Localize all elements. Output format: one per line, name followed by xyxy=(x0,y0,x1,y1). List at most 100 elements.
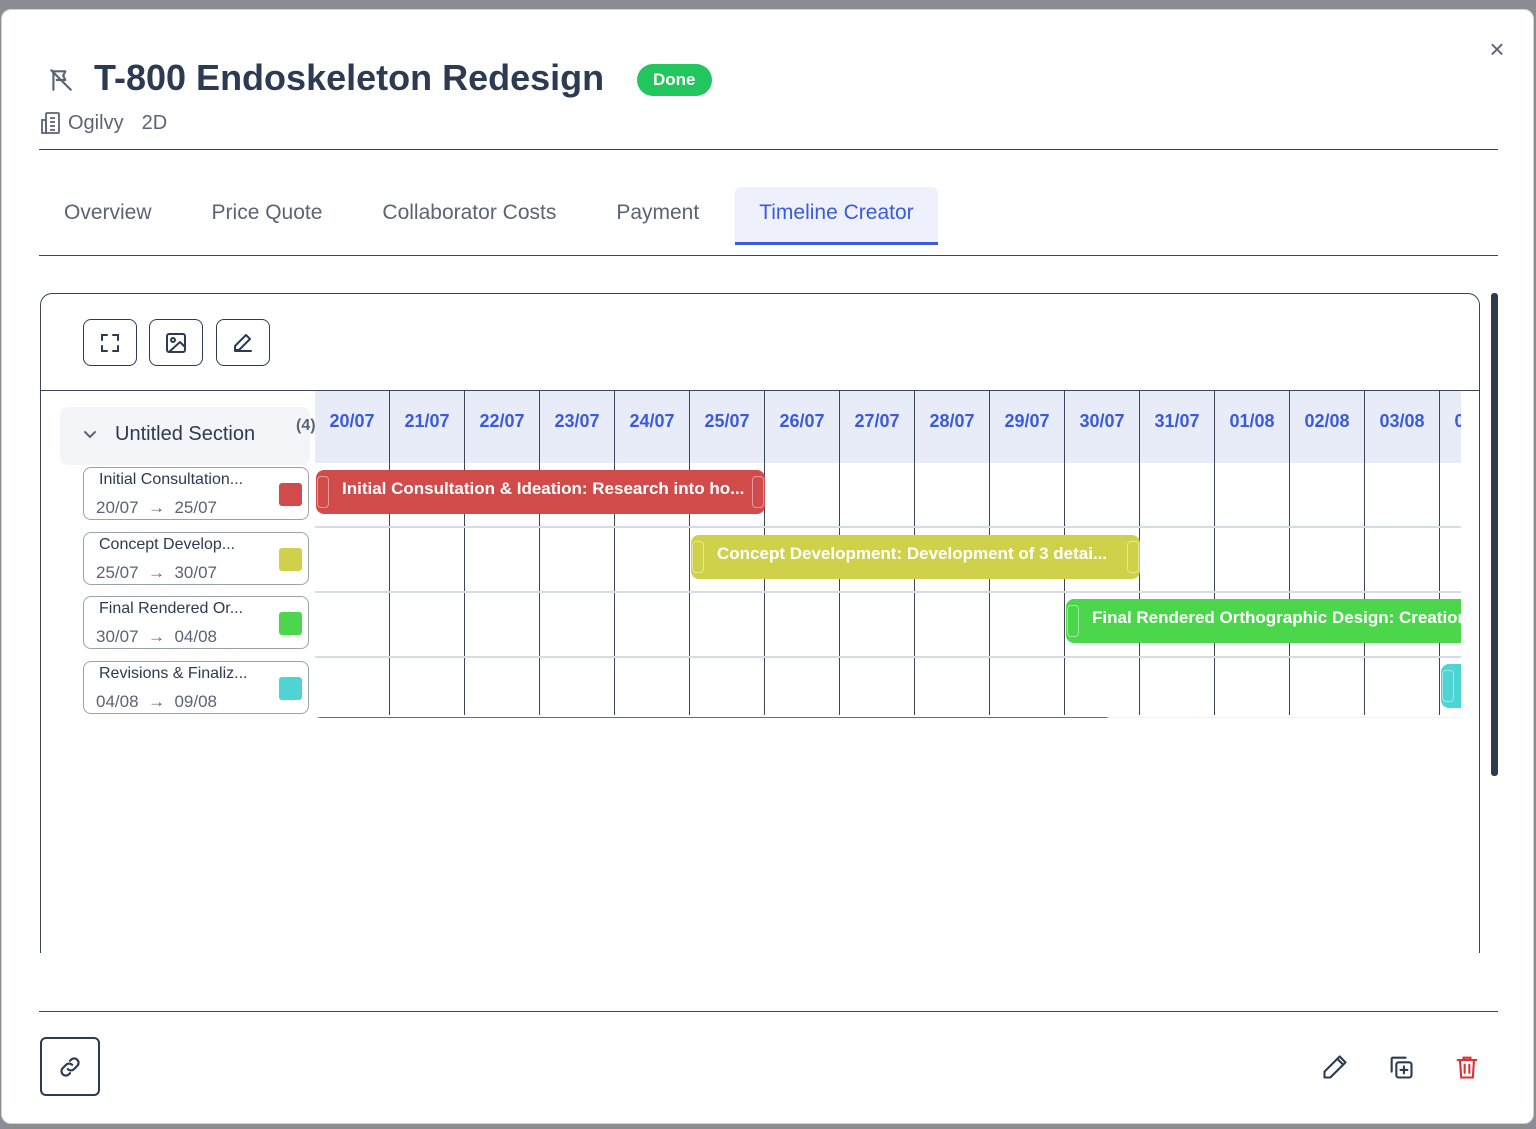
copy-link-button[interactable] xyxy=(40,1037,100,1096)
date-header-cell: 27/07 xyxy=(840,391,915,463)
duplicate-icon[interactable] xyxy=(1387,1053,1415,1081)
timeline-bar[interactable]: Concept Development: Development of 3 de… xyxy=(691,534,1140,579)
building-icon xyxy=(41,112,60,134)
task-color-swatch[interactable] xyxy=(279,483,302,506)
bar-resize-handle-left[interactable] xyxy=(692,540,704,573)
date-header-cell: 25/07 xyxy=(690,391,765,463)
date-header-cell: 03/08 xyxy=(1365,391,1440,463)
task-end-date: 25/07 xyxy=(174,498,217,517)
grid-column-line xyxy=(764,463,765,715)
timeline-bar[interactable] xyxy=(1441,663,1461,708)
arrow-icon: → xyxy=(148,562,165,582)
vertical-scrollbar[interactable] xyxy=(1491,293,1498,776)
close-button[interactable]: × xyxy=(1489,34,1505,64)
bar-resize-handle-right[interactable] xyxy=(1127,540,1139,573)
grid-column-line xyxy=(1214,463,1215,715)
grid-column-line xyxy=(1439,463,1440,715)
grid-column-line xyxy=(614,463,615,715)
task-dates: 30/07 → 04/08 xyxy=(96,627,217,647)
horizontal-scrollbar-thumb[interactable] xyxy=(315,717,1111,718)
divider xyxy=(39,255,1498,256)
arrow-icon: → xyxy=(148,498,165,517)
grid-column-line xyxy=(839,463,840,715)
section-count: (4) xyxy=(296,417,316,434)
grid-column-line xyxy=(989,463,990,715)
edit-icon[interactable] xyxy=(1321,1053,1349,1081)
date-header-cell: 01/08 xyxy=(1215,391,1290,463)
flag-off-icon[interactable] xyxy=(48,67,74,93)
arrow-icon: → xyxy=(148,627,165,646)
date-header-cell: 04/08 xyxy=(1440,391,1461,463)
grid-column-line xyxy=(1139,463,1140,715)
bar-resize-handle-left[interactable] xyxy=(1067,605,1079,637)
date-header-cell: 30/07 xyxy=(1065,391,1140,463)
date-header-cell: 22/07 xyxy=(465,391,540,463)
date-header-cell: 21/07 xyxy=(390,391,465,463)
chevron-down-icon[interactable] xyxy=(82,427,98,443)
tab-overview[interactable]: Overview xyxy=(64,201,152,224)
grid-column-line xyxy=(464,463,465,715)
task-name: Final Rendered Or... xyxy=(99,600,244,617)
edit-timeline-button[interactable] xyxy=(216,319,270,366)
bar-resize-handle-right[interactable] xyxy=(752,476,764,508)
delete-icon[interactable] xyxy=(1453,1053,1481,1081)
task-color-swatch[interactable] xyxy=(279,612,302,635)
task-card[interactable]: Final Rendered Or... 30/07 → 04/08 xyxy=(83,596,309,649)
fullscreen-button[interactable] xyxy=(83,319,137,366)
task-dates: 25/07 → 30/07 xyxy=(96,563,217,583)
task-end-date: 04/08 xyxy=(174,627,217,646)
grid-column-line xyxy=(914,463,915,715)
task-dates: 20/07 → 25/07 xyxy=(96,498,217,518)
date-header-cell: 23/07 xyxy=(540,391,615,463)
gantt-chart: 20/07 21/07 22/07 23/07 24/07 25/07 26/07 27/07… xyxy=(315,391,1461,718)
task-start-date: 25/07 xyxy=(96,562,139,582)
project-modal: × T-800 Endoskeleton Redesign Done Ogilv… xyxy=(1,9,1534,1124)
divider xyxy=(39,149,1498,150)
task-card[interactable]: Revisions & Finaliz... 04/08 → 09/08 xyxy=(83,660,309,714)
grid-column-line xyxy=(389,463,390,715)
grid-column-line xyxy=(689,463,690,715)
task-start-date: 20/07 xyxy=(96,498,139,517)
bar-resize-handle-left[interactable] xyxy=(317,476,329,508)
tab-timeline-creator[interactable]: Timeline Creator xyxy=(735,187,938,245)
row-divider xyxy=(315,526,1461,528)
task-color-swatch[interactable] xyxy=(279,676,302,700)
task-color-swatch[interactable] xyxy=(279,547,302,571)
divider xyxy=(39,1011,1498,1012)
grid-column-line xyxy=(1364,463,1365,715)
section-name: Untitled Section xyxy=(115,423,256,445)
status-badge: Done xyxy=(637,64,712,96)
date-header-cell: 26/07 xyxy=(765,391,840,463)
date-header-cell: 31/07 xyxy=(1140,391,1215,463)
fullscreen-icon xyxy=(101,333,119,352)
timeline-panel: Untitled Section (4) Initial Consultatio… xyxy=(40,293,1480,953)
date-header-cell: 24/07 xyxy=(615,391,690,463)
date-header-cell: 29/07 xyxy=(990,391,1065,463)
task-start-date: 04/08 xyxy=(96,691,139,711)
client-info: Ogilvy 2D xyxy=(40,109,167,137)
pencil-icon xyxy=(234,333,252,352)
row-divider xyxy=(315,591,1461,593)
task-card[interactable]: Initial Consultation... 20/07 → 25/07 xyxy=(83,467,309,520)
task-name: Concept Develop... xyxy=(99,535,236,553)
timeline-bar-label: Final Rendered Orthographic Design: Crea… xyxy=(1092,608,1461,627)
grid-column-line xyxy=(539,463,540,715)
timeline-bar[interactable]: Final Rendered Orthographic Design: Crea… xyxy=(1066,599,1461,643)
page-title: T-800 Endoskeleton Redesign xyxy=(94,57,605,98)
tab-collaborator-costs[interactable]: Collaborator Costs xyxy=(382,201,557,224)
bar-resize-handle-left[interactable] xyxy=(1442,669,1454,702)
task-card[interactable]: Concept Develop... 25/07 → 30/07 xyxy=(83,531,309,585)
timeline-bar-label: Initial Consultation & Ideation: Researc… xyxy=(342,479,745,498)
timeline-bar[interactable]: Initial Consultation & Ideation: Researc… xyxy=(316,470,765,514)
arrow-icon: → xyxy=(148,691,165,711)
export-image-button[interactable] xyxy=(149,319,203,366)
tab-payment[interactable]: Payment xyxy=(616,201,700,224)
task-dates: 04/08 → 09/08 xyxy=(96,692,217,712)
task-start-date: 30/07 xyxy=(96,627,139,646)
grid-column-line xyxy=(1064,463,1065,715)
timeline-bar-label: Concept Development: Development of 3 de… xyxy=(717,543,1108,563)
section-header[interactable]: Untitled Section (4) xyxy=(60,407,316,465)
tab-price-quote[interactable]: Price Quote xyxy=(211,201,323,224)
toolbar-divider xyxy=(41,390,1479,391)
grid-column-line xyxy=(1289,463,1290,715)
